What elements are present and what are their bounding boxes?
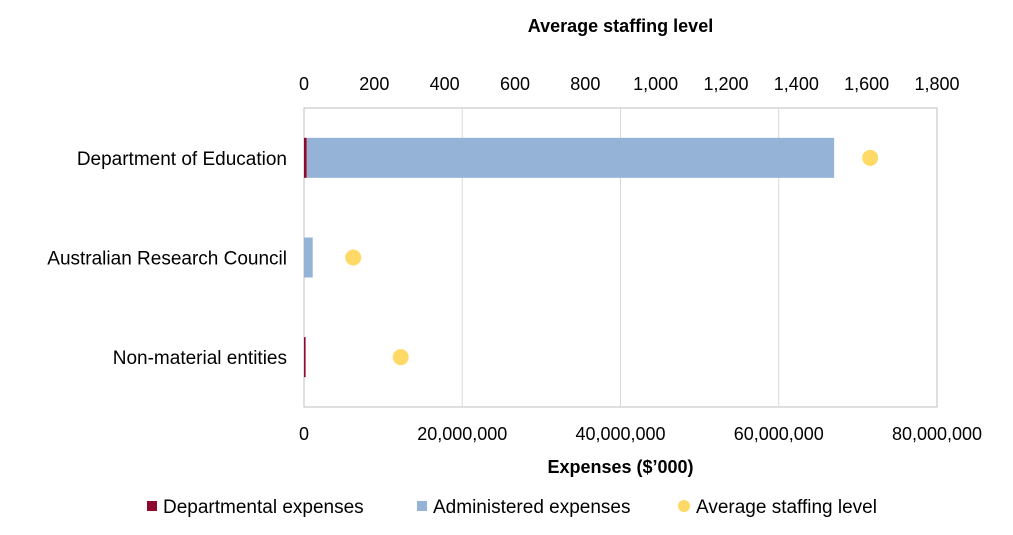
bar-administered-expenses [304,237,313,278]
top-axis-title: Average staffing level [528,16,713,36]
category-label: Australian Research Council [47,249,287,270]
category-label: Department of Education [77,149,287,170]
top-tick-label: 400 [430,74,460,94]
legend-label: Administered expenses [433,497,631,518]
top-tick-label: 1,800 [914,74,959,94]
bottom-tick-label: 20,000,000 [417,424,507,444]
bottom-tick-label: 80,000,000 [892,424,982,444]
bar-administered-expenses [306,137,835,178]
category-label: Non-material entities [113,348,287,369]
top-tick-label: 0 [299,74,309,94]
top-axis-ticks: 0 200 400 600 800 1,000 1,200 1,400 1,600 1,800 [299,74,960,94]
bar-departmental-expenses [304,137,307,178]
staffing-point [862,149,879,166]
top-tick-label: 1,000 [633,74,678,94]
bottom-axis-ticks: 0 20,000,000 40,000,000 60,000,000 80,000,00… [299,424,982,444]
bars [304,137,835,378]
category-labels: Department of Education Australian Resear… [47,149,287,369]
legend: Departmental expenses Administered expens… [147,497,877,518]
legend-swatch [678,500,690,512]
bottom-axis-title: Expenses ($’000) [547,457,693,477]
bottom-tick-label: 60,000,000 [734,424,824,444]
top-tick-label: 600 [500,74,530,94]
legend-label: Average staffing level [696,497,877,518]
bar-departmental-expenses [304,337,306,378]
legend-swatch [417,501,427,511]
bottom-tick-label: 0 [299,424,309,444]
top-tick-label: 200 [359,74,389,94]
top-tick-label: 1,200 [703,74,748,94]
staffing-point [345,249,362,266]
top-tick-label: 1,600 [844,74,889,94]
top-tick-label: 800 [570,74,600,94]
legend-label: Departmental expenses [163,497,364,518]
legend-swatch [147,501,157,511]
staffing-points [345,149,879,366]
staffing-point [392,349,409,366]
bottom-tick-label: 40,000,000 [575,424,665,444]
top-tick-label: 1,400 [774,74,819,94]
